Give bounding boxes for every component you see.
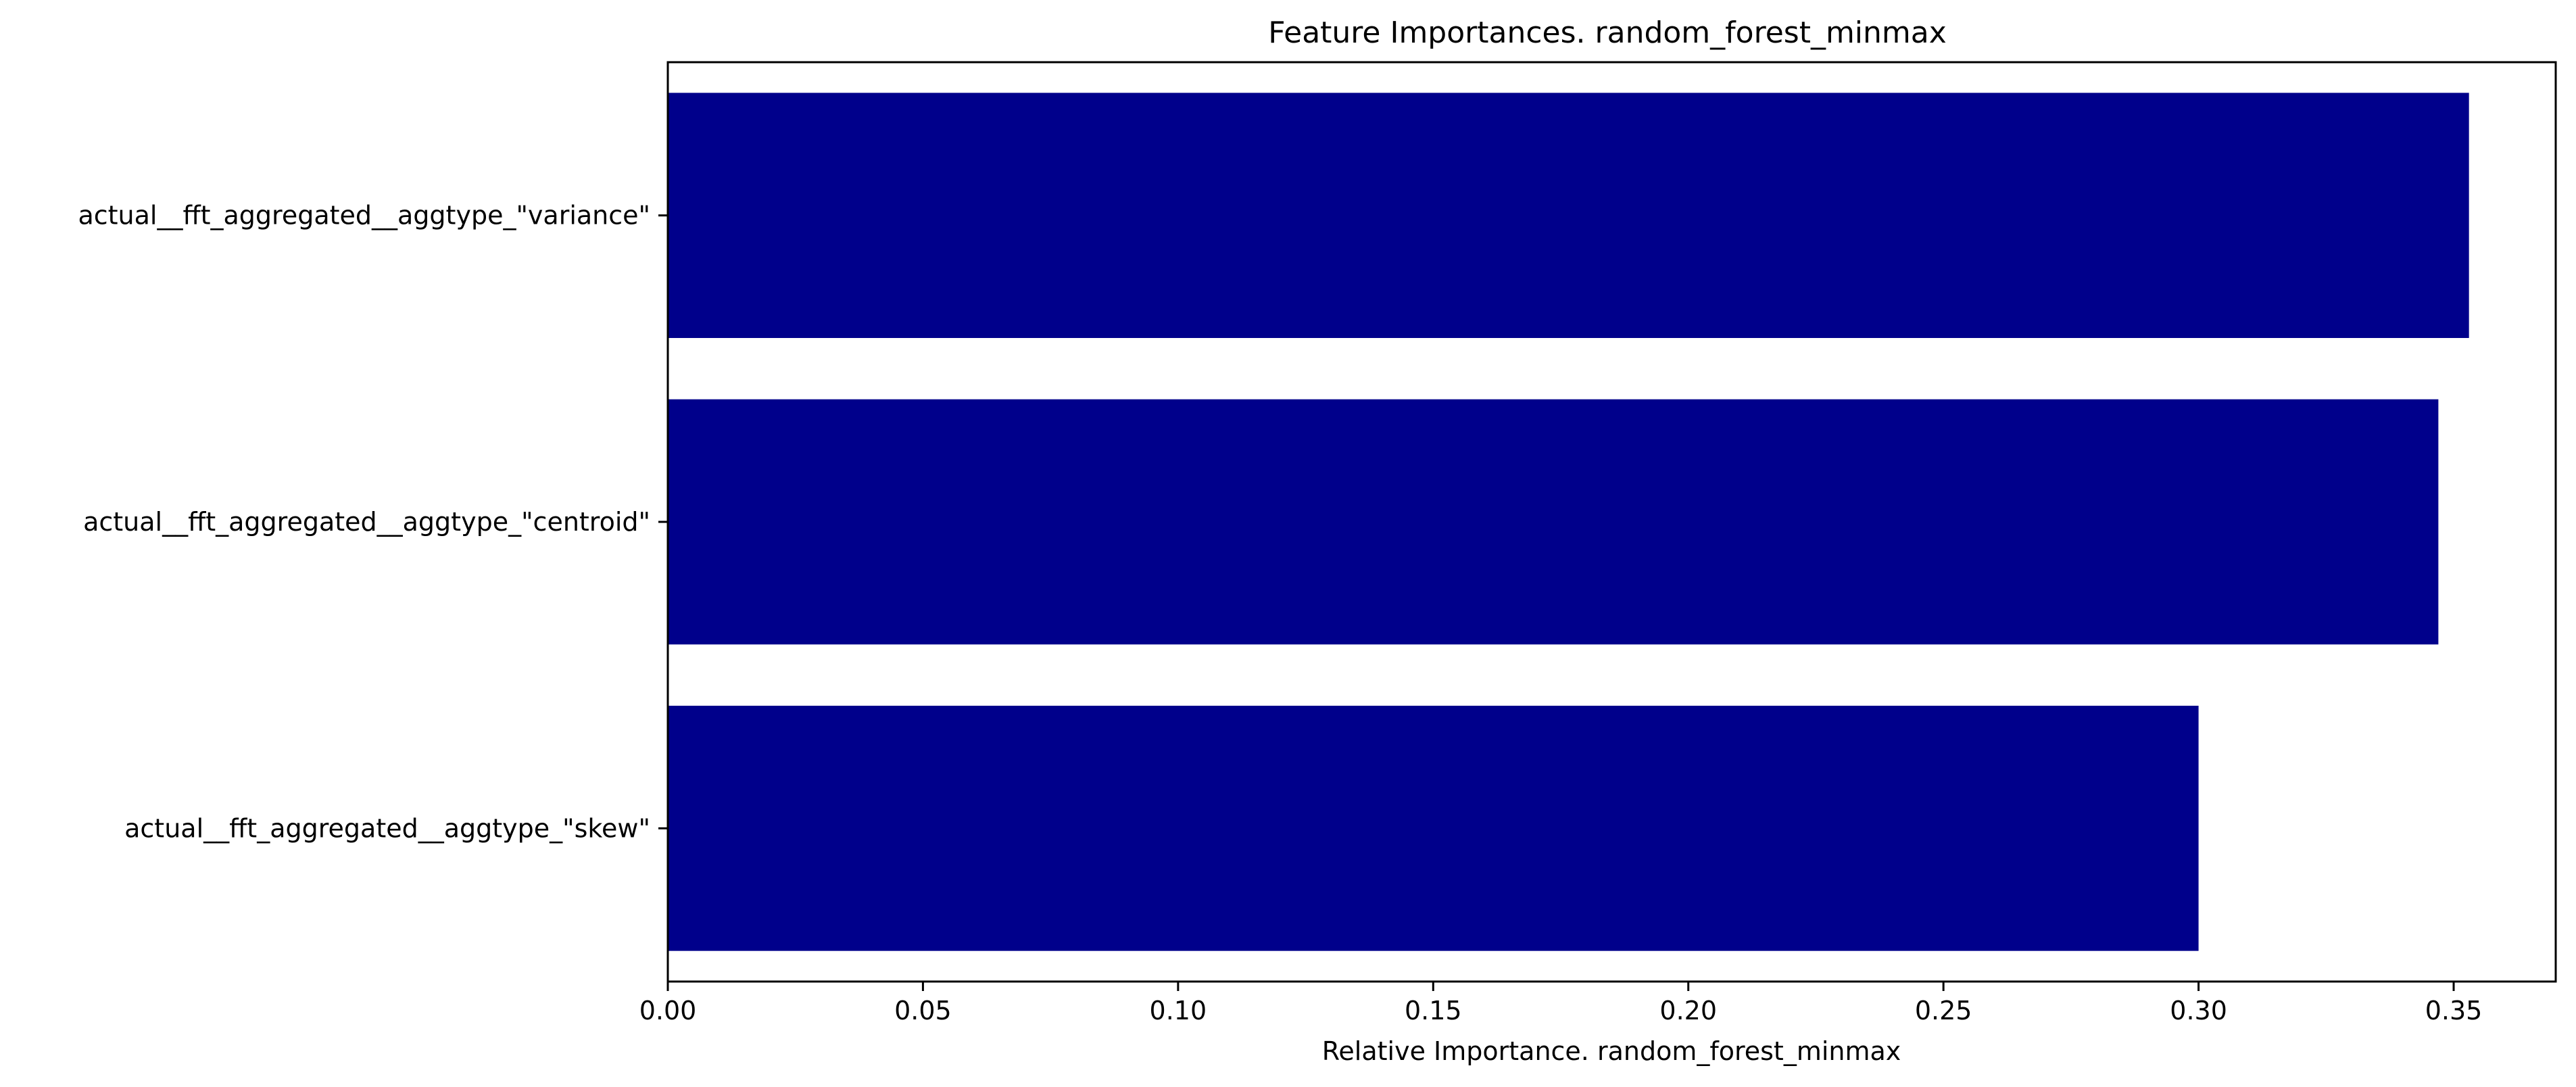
y-axis-ticks: actual__fft_aggregated__aggtype_"varianc… (78, 201, 668, 843)
x-axis-label: Relative Importance. random_forest_minma… (1322, 1036, 1901, 1066)
x-tick-label-1: 0.05 (894, 996, 952, 1025)
x-tick-label-2: 0.10 (1150, 996, 1207, 1025)
x-tick-label-5: 0.25 (1915, 996, 1972, 1025)
y-tick-label-0: actual__fft_aggregated__aggtype_"varianc… (78, 201, 650, 231)
bar-0 (668, 93, 2469, 339)
x-tick-label-6: 0.30 (2170, 996, 2227, 1025)
x-axis-ticks: 0.00 0.05 0.10 0.15 0.20 0.25 0.30 0.35 (639, 982, 2483, 1025)
bars-group (668, 93, 2469, 951)
x-tick-label-7: 0.35 (2425, 996, 2483, 1025)
bar-2 (668, 706, 2199, 951)
x-tick-label-0: 0.00 (639, 996, 697, 1025)
bar-1 (668, 399, 2439, 645)
y-tick-label-1: actual__fft_aggregated__aggtype_"centroi… (83, 507, 650, 537)
chart-title: Feature Importances. random_forest_minma… (1268, 16, 1947, 50)
x-tick-label-4: 0.20 (1659, 996, 1717, 1025)
y-tick-label-2: actual__fft_aggregated__aggtype_"skew" (124, 813, 650, 843)
x-tick-label-3: 0.15 (1405, 996, 1462, 1025)
